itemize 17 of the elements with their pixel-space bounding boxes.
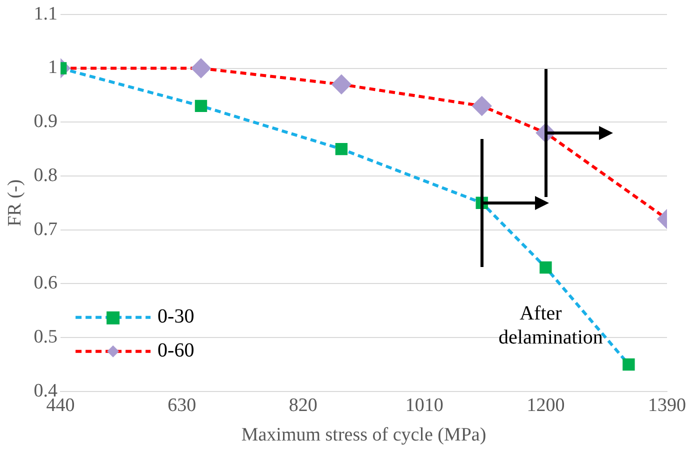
x-axis-title: Maximum stress of cycle (MPa) bbox=[241, 424, 486, 446]
y-tick-label: 0.5 bbox=[34, 326, 58, 348]
y-tick-label: 0.6 bbox=[34, 272, 58, 294]
x-tick-label: 820 bbox=[288, 394, 318, 416]
x-tick-label: 1390 bbox=[648, 394, 686, 416]
y-tick-label: 1.1 bbox=[34, 3, 58, 24]
legend-label: 0-60 bbox=[158, 340, 194, 362]
y-tick-label: 0.9 bbox=[34, 111, 58, 132]
legend-label: 0-30 bbox=[158, 306, 194, 328]
y-tick-label: 0.8 bbox=[34, 164, 58, 186]
y-tick-label: 0.7 bbox=[34, 218, 58, 240]
y-axis-title: FR (-) bbox=[4, 179, 26, 226]
x-tick-label: 630 bbox=[168, 394, 196, 416]
x-tick-label: 1010 bbox=[405, 394, 444, 416]
annotation: After delamination bbox=[498, 302, 603, 348]
y-tick-label: 1 bbox=[48, 57, 58, 78]
x-tick-label: 1200 bbox=[526, 394, 565, 416]
